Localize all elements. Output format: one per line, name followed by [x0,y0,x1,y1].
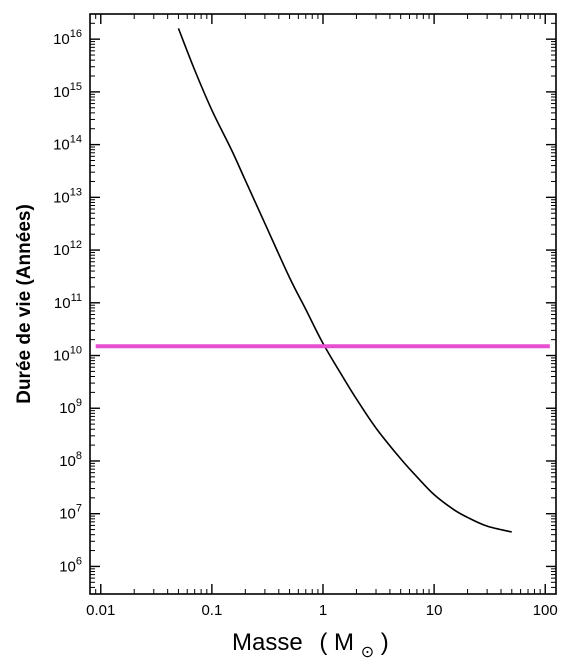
x-tick-label: 10 [426,602,443,619]
axis-ticks [89,13,556,595]
y-tick-label: 1014 [53,134,82,154]
y-tick-label: 1016 [53,28,82,48]
y-tick-label: 106 [59,555,82,575]
plot-frame [89,13,557,595]
y-tick-label: 108 [59,450,82,470]
sun-symbol-icon: ⊙ [361,644,374,661]
y-tick-label: 107 [59,503,82,523]
series-lines [95,28,550,533]
y-tick-label: 1015 [53,81,82,101]
y-tick-label: 1010 [53,345,82,365]
y-tick-label: 1013 [53,186,82,206]
axis-tick-labels: 0.01 0.1 1 10 100 106 107 108 109 1010 1011 1012 101… [53,28,558,619]
x-tick-label: 1 [319,602,327,619]
x-tick-label: 100 [533,602,558,619]
x-tick-label: 0.1 [201,602,222,619]
lifetime-curve [177,28,512,533]
x-tick-label: 0.01 [86,602,115,619]
y-axis-label: Durée de vie (Années) [14,204,35,404]
x-axis-label: Masse ( M ⊙ ) [232,629,389,663]
y-tick-label: 109 [59,397,82,417]
y-tick-label: 1012 [53,239,82,259]
x-axis-label-paren-close: ) [381,629,389,656]
x-axis-label-text: Masse [232,629,303,656]
y-tick-label: 1011 [54,292,82,312]
x-axis-label-unit: M [334,629,354,656]
x-axis-label-paren-open: ( [319,629,327,656]
